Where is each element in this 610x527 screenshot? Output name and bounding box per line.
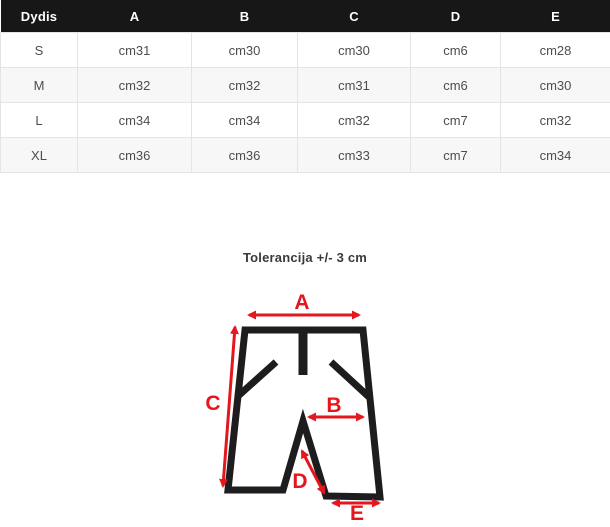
size-cell: L — [0, 102, 78, 138]
value-cell: cm36 — [191, 137, 298, 173]
tolerance-note: Tolerancija +/- 3 cm — [242, 250, 368, 265]
value-cell: cm36 — [77, 137, 192, 173]
measure-arrow-c — [219, 325, 239, 488]
shorts-measurement-diagram: A C B D E — [205, 291, 384, 525]
header-cell-c: C — [297, 0, 411, 33]
value-cell: cm30 — [191, 32, 298, 68]
value-cell: cm32 — [297, 102, 411, 138]
size-cell: S — [0, 32, 78, 68]
measure-label-b: B — [326, 394, 341, 417]
table-row-xl: XL cm36 cm36 cm33 cm7 cm34 — [0, 137, 610, 173]
table-header-row: Dydis A B C D E — [0, 0, 610, 33]
value-cell: cm34 — [500, 137, 610, 173]
table-row-s: S cm31 cm30 cm30 cm6 cm28 — [0, 32, 610, 68]
value-cell: cm33 — [297, 137, 411, 173]
value-cell: cm30 — [500, 67, 610, 103]
measure-arrow-d — [300, 449, 326, 495]
table-row-l: L cm34 cm34 cm32 cm7 cm32 — [0, 102, 610, 138]
size-table: Dydis A B C D E S cm31 cm30 cm30 cm6 cm2… — [0, 0, 610, 173]
measure-label-a: A — [294, 291, 309, 314]
measure-label-c: C — [205, 392, 220, 415]
measure-label-d: D — [292, 470, 307, 493]
value-cell: cm30 — [297, 32, 411, 68]
value-cell: cm6 — [410, 32, 501, 68]
value-cell: cm31 — [297, 67, 411, 103]
size-cell: M — [0, 67, 78, 103]
header-cell-e: E — [500, 0, 610, 33]
right-pocket-line — [328, 359, 372, 400]
value-cell: cm34 — [191, 102, 298, 138]
value-cell: cm7 — [410, 137, 501, 173]
value-cell: cm7 — [410, 102, 501, 138]
value-cell: cm31 — [77, 32, 192, 68]
measure-label-e: E — [350, 502, 364, 525]
table-row-m: M cm32 cm32 cm31 cm6 cm30 — [0, 67, 610, 103]
size-cell: XL — [0, 137, 78, 173]
value-cell: cm32 — [77, 67, 192, 103]
value-cell: cm32 — [500, 102, 610, 138]
left-pocket-line — [234, 359, 279, 400]
value-cell: cm28 — [500, 32, 610, 68]
value-cell: cm34 — [77, 102, 192, 138]
header-cell-b: B — [191, 0, 298, 33]
header-cell-d: D — [410, 0, 501, 33]
header-cell-a: A — [77, 0, 192, 33]
header-cell-size: Dydis — [0, 0, 78, 33]
value-cell: cm6 — [410, 67, 501, 103]
value-cell: cm32 — [191, 67, 298, 103]
